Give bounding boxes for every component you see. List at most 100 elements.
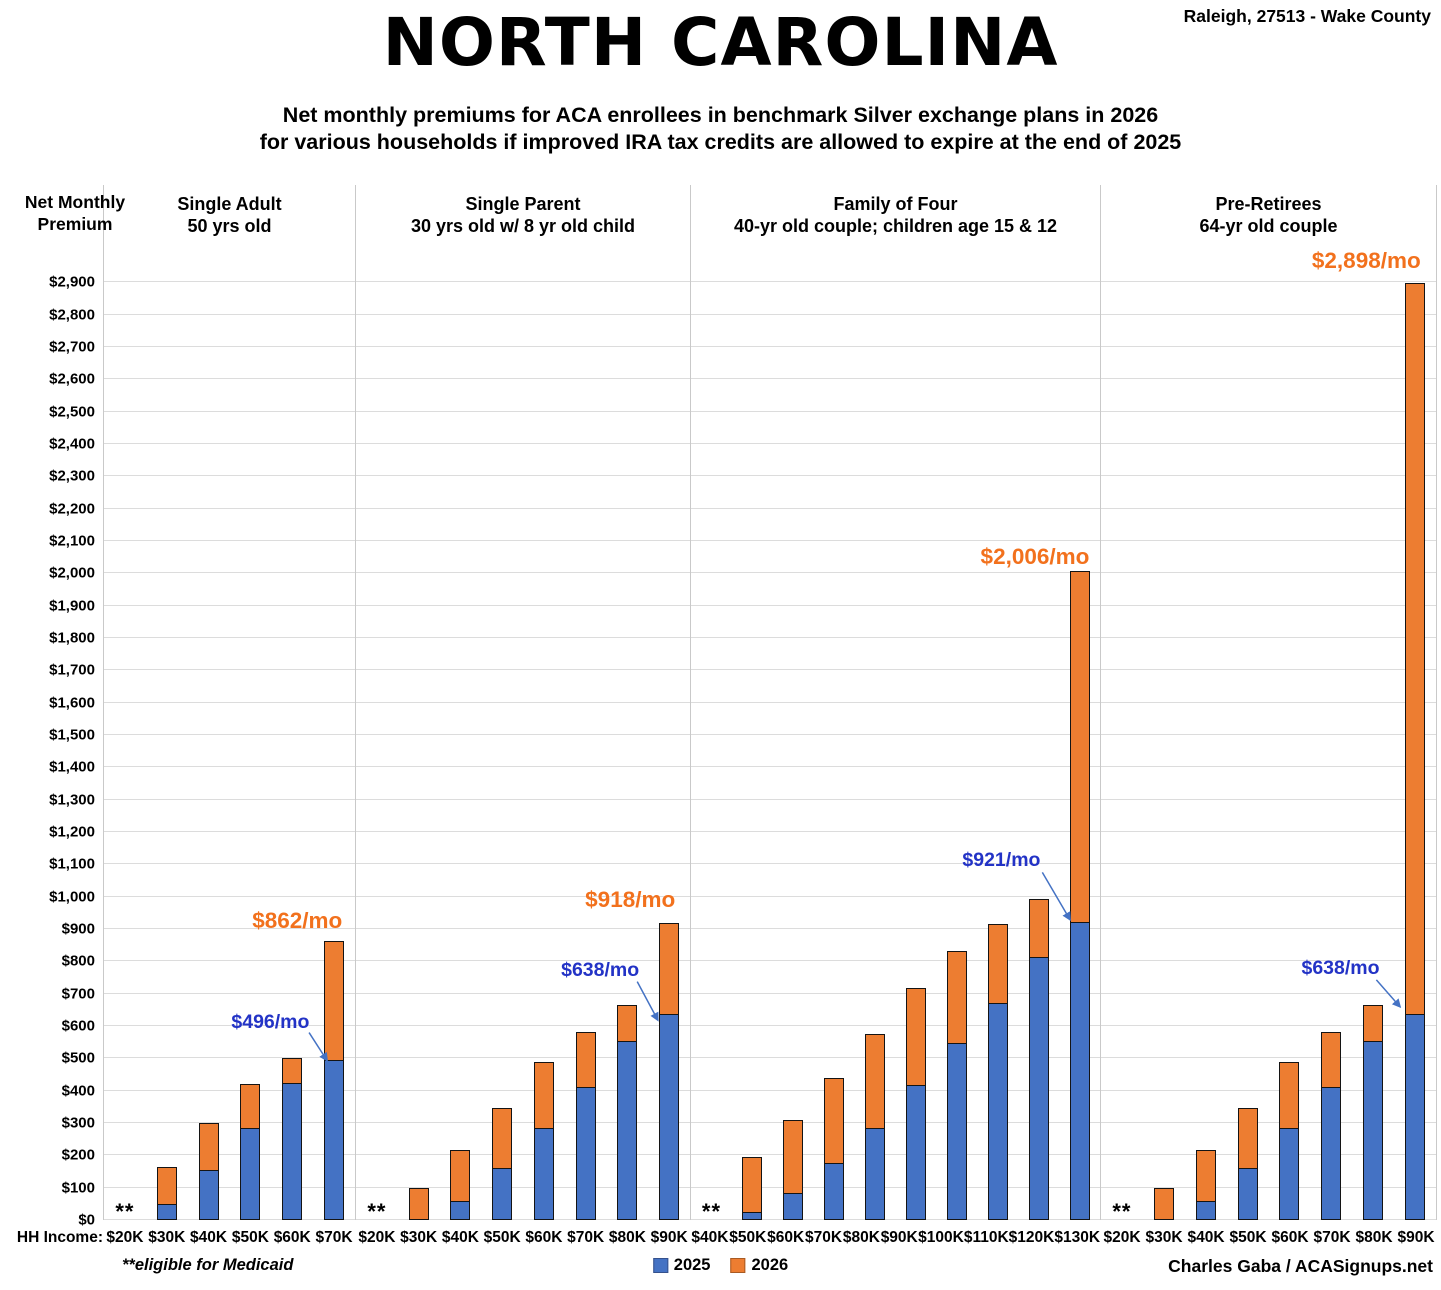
bar-segment-2026 [575,1032,596,1087]
gridline [691,1154,1100,1156]
stacked-bar [824,1078,845,1220]
gridline [1101,1154,1436,1156]
y-axis-tick-label: $1,600 [49,694,95,712]
panel-header: Pre-Retirees 64-yr old couple [1101,185,1436,250]
bar-segment-2026 [240,1084,261,1128]
chart-panel: Family of Four 40-yr old couple; children… [690,185,1100,1256]
stacked-bar [1028,899,1049,1220]
medicaid-asterisks: ** [115,1199,135,1224]
bar-segment-2026 [742,1156,763,1212]
bar-segment-2025 [198,1169,219,1220]
bar-segment-2025 [450,1200,471,1220]
gridline [1101,346,1436,347]
gridline [104,734,355,735]
stacked-bar [742,1156,763,1220]
bar-slot [1018,250,1059,1220]
gridline [691,1186,1100,1188]
bar-segment-2025 [282,1082,303,1220]
bar-segment-2026 [1153,1187,1174,1220]
bar-segment-2025 [1279,1127,1300,1220]
gridline [356,346,690,347]
income-label: $80K [1355,1229,1393,1246]
legend-item-2026: 2026 [730,1256,789,1275]
bar-slot [1227,250,1269,1220]
y-axis-tick-label: $700 [61,985,95,1003]
subtitle-line-1: Net monthly premiums for ACA enrollees i… [282,103,1159,127]
gridline [356,1122,690,1123]
gridline [356,281,690,283]
bar-segment-2025 [1405,1013,1426,1220]
income-label: $70K [315,1229,353,1246]
gridline [356,1089,690,1091]
bar-slot [1352,250,1394,1220]
bar-segment-2026 [987,924,1008,1004]
legend: 2025 2026 [652,1256,789,1275]
bar-segment-2025 [240,1127,261,1220]
bar-slot [607,250,649,1220]
gridline [1101,443,1436,444]
bar-slot [814,250,855,1220]
gridline [104,443,355,444]
y-axis-tick-label: $1,700 [49,661,95,679]
income-label: $20K [1103,1229,1141,1246]
gridline [356,604,690,606]
gridline [1101,572,1436,574]
bar-segment-2026 [824,1078,845,1164]
y-axis-title: Net Monthly Premium [0,191,150,235]
gridline [691,540,1100,541]
income-label: $40K [691,1229,729,1246]
legend-label-2025: 2025 [673,1256,711,1274]
gridline [356,863,690,865]
panel-header: Single Adult 50 yrs old [104,185,355,250]
bar-slot [1185,250,1227,1220]
stacked-bar [946,951,967,1220]
y-axis-labels: $0 $100 $200 $300 $400 $500 $600 $700 $800 $900 $1… [0,250,103,1229]
y-axis-title-line2: Premium [37,214,113,234]
legend-swatch-2025 [652,1258,668,1273]
gridline [104,798,355,800]
panel-plot: ** $496/mo $862/mo [104,250,355,1224]
gridline [1101,313,1436,315]
bar-segment-2025 [946,1043,967,1220]
panel-title-line1: Family of Four [833,194,958,214]
y-axis-title-line1: Net Monthly [24,192,126,212]
gridline [691,798,1100,800]
bar-segment-2025 [575,1086,596,1220]
gridline [691,701,1100,703]
stacked-bar [1195,1150,1216,1220]
income-label: $50K [1229,1229,1267,1246]
income-label: $40K [441,1229,479,1246]
gridline [104,1122,355,1123]
gridline [691,637,1100,638]
bar-slot: ** [1101,250,1143,1224]
bar-segment-2026 [946,951,967,1044]
income-label: $60K [767,1229,805,1246]
bar-slots: ** [691,250,1100,1224]
gridline [1101,507,1436,509]
gridline [691,475,1100,477]
stacked-bar [408,1187,429,1220]
medicaid-asterisks: ** [1112,1199,1132,1224]
stacked-bar [1363,1004,1384,1220]
stacked-bar [324,941,345,1220]
callout-arrow-layer [308,1032,328,1062]
bar-slot [188,250,230,1220]
stacked-bar [1321,1032,1342,1220]
bar-slot [398,250,440,1220]
gridline [1101,669,1436,671]
bar-segment-2026 [1405,282,1426,1014]
gridline [1101,378,1436,380]
gridline [1101,281,1436,283]
bar-slot [773,250,814,1220]
legend-label-2026: 2026 [751,1256,789,1274]
panel-title-line2: 40-yr old couple; children age 15 & 12 [733,216,1058,236]
bar-segment-2025 [987,1003,1008,1220]
income-label: $100K [918,1229,964,1246]
gridline [356,734,690,735]
chart-panel: Single Adult 50 yrs old ** $496/mo $862/mo $2… [103,185,355,1256]
gridline [691,1057,1100,1059]
bar-segment-2026 [1279,1061,1300,1128]
bar-slot [440,250,482,1220]
bar-segment-2026 [1028,899,1049,957]
gridline [1101,701,1436,703]
